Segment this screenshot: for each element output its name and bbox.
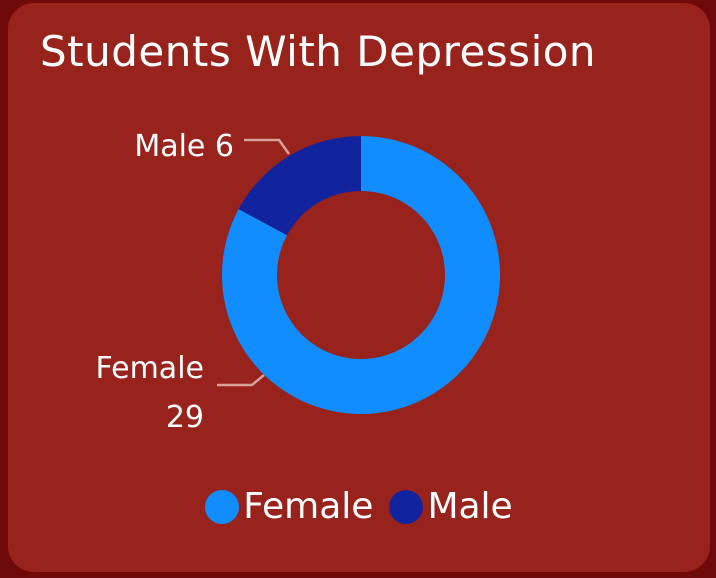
legend-label-male: Male [427,486,513,527]
data-label-female-name: Female [96,351,204,386]
data-label-female-value: 29 [166,400,204,435]
legend-swatch-male [389,489,424,524]
legend-item-female[interactable]: Female [205,486,373,527]
chart-card: Students With Depression Male 6 Female 29 … [8,3,710,572]
legend-swatch-female [205,489,240,524]
leader-line-male [244,138,291,155]
donut-slice-male[interactable] [238,136,361,236]
legend-item-male[interactable]: Male [389,486,513,527]
chart-legend: Female Male [8,486,710,527]
donut-chart: Male 6 Female 29 [96,129,501,435]
data-label-male: Male 6 [134,129,234,164]
leader-line-female [217,374,265,387]
chart-title: Students With Depression [40,27,597,76]
legend-label-female: Female [243,486,374,527]
donut-slice-female[interactable] [222,136,501,415]
